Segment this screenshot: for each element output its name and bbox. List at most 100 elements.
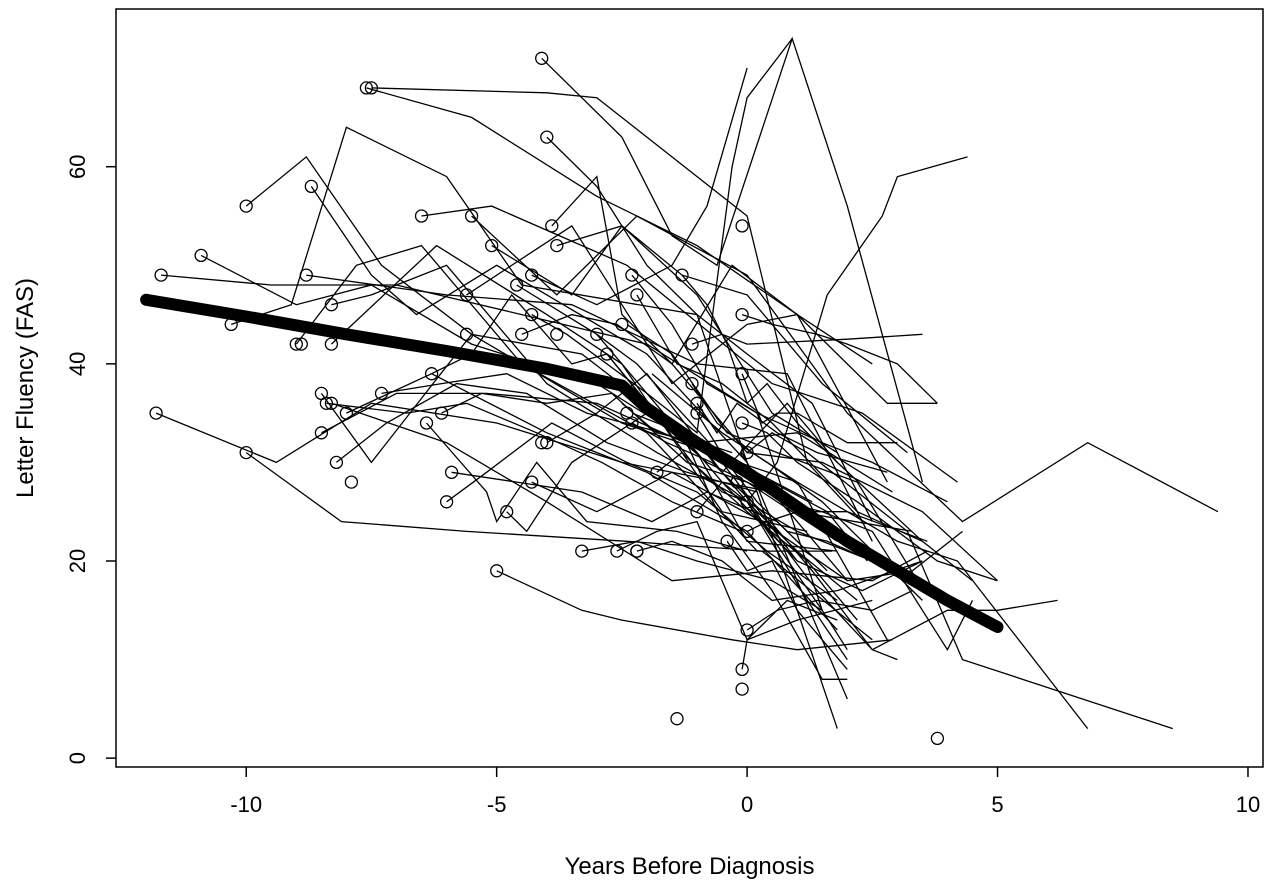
mean-trajectory — [140, 293, 1004, 633]
marker-point-48 — [590, 327, 604, 341]
marker-point-72 — [735, 662, 749, 677]
marker-point-26 — [434, 406, 449, 420]
individual-line-46 — [696, 402, 888, 473]
marker-point-40 — [535, 51, 549, 65]
marker-point-76 — [740, 524, 754, 539]
marker-point-51 — [615, 317, 629, 332]
marker-point-16 — [324, 396, 339, 410]
marker-point-37 — [525, 268, 539, 282]
individual-line-8 — [306, 274, 873, 542]
marker-point-69 — [735, 307, 749, 322]
marker-point-62 — [685, 376, 699, 391]
marker-point-43 — [540, 436, 554, 450]
marker-point-19 — [344, 475, 359, 489]
individual-line-69 — [426, 422, 748, 552]
x-axis-label: Years Before Diagnosis — [565, 853, 815, 880]
marker-point-53 — [625, 268, 639, 282]
individual-line-50 — [741, 313, 938, 404]
individual-line-30 — [546, 372, 973, 582]
individual-line-43 — [681, 274, 838, 463]
individual-line-67 — [451, 471, 828, 572]
marker-point-70 — [735, 367, 749, 381]
marker-point-24 — [419, 416, 434, 430]
individual-line-39 — [626, 323, 918, 582]
marker-point-27 — [439, 495, 454, 509]
marker-point-45 — [550, 238, 564, 253]
individual-line-71 — [326, 402, 743, 532]
individual-line-17 — [366, 87, 938, 404]
marker-point-36 — [515, 327, 529, 341]
marker-point-25 — [424, 367, 439, 381]
individual-line-51 — [741, 373, 898, 444]
individual-line-37 — [631, 274, 948, 503]
marker-point-63 — [690, 396, 704, 410]
x-tick-label-4: 5 — [991, 792, 1003, 817]
marker-point-49 — [600, 347, 614, 361]
x-tick-label-2: -5 — [487, 792, 507, 817]
marker-point-32 — [485, 238, 499, 253]
marker-point-68 — [735, 219, 749, 233]
individual-line-56 — [736, 481, 898, 661]
marker-point-17 — [329, 455, 344, 470]
marker-point-9 — [299, 268, 313, 282]
marker-point-39 — [525, 475, 539, 489]
y-tick-label-3: 40 — [65, 352, 90, 376]
individual-line-55 — [746, 590, 913, 631]
marker-point-1 — [149, 406, 163, 420]
marker-point-23 — [414, 209, 429, 223]
y-tick-label-1: 0 — [65, 752, 90, 764]
marker-point-5 — [239, 199, 253, 213]
marker-point-60 — [675, 268, 689, 282]
marker-point-74 — [740, 445, 754, 460]
marker-point-65 — [690, 505, 704, 519]
marker-point-18 — [339, 406, 354, 420]
marker-point-34 — [500, 505, 514, 519]
marker-point-58 — [650, 465, 664, 479]
individual-line-22 — [541, 36, 924, 483]
marker-point-2 — [154, 268, 168, 282]
x-axis: -10 -5 0 5 10 — [230, 767, 1260, 817]
marker-point-75 — [740, 495, 754, 509]
x-tick-label-3: 0 — [741, 792, 753, 817]
marker-point-6 — [239, 445, 253, 460]
individual-line-26 — [531, 67, 748, 306]
marker-point-13 — [319, 396, 334, 410]
marker-point-50 — [610, 544, 624, 558]
marker-point-31 — [464, 209, 479, 223]
marker-point-78 — [930, 731, 945, 746]
individual-line-19 — [471, 215, 1219, 523]
x-tick-label-5: 10 — [1236, 792, 1260, 817]
marker-point-29 — [459, 288, 474, 302]
marker-point-77 — [740, 623, 754, 637]
marker-point-3 — [194, 248, 208, 263]
marker-point-8 — [294, 337, 308, 351]
y-tick-label-2: 20 — [65, 549, 90, 573]
individual-line-49 — [726, 540, 848, 670]
marker-point-64 — [690, 406, 704, 420]
marker-point-22 — [374, 386, 389, 401]
individual-line-2 — [245, 452, 873, 641]
individual-line-66 — [441, 392, 838, 542]
individual-line-35 — [616, 520, 873, 641]
x-tick-label-1: -10 — [230, 792, 262, 817]
individual-line-16 — [371, 87, 863, 523]
individual-line-59 — [746, 156, 968, 503]
marker-point-35 — [510, 278, 524, 292]
marker-point-66 — [720, 534, 734, 548]
individual-line-12 — [320, 333, 893, 493]
marker-point-59 — [670, 712, 684, 726]
individual-line-57 — [741, 599, 838, 670]
first-observation-markers — [149, 51, 945, 746]
individual-line-18 — [421, 205, 958, 483]
individual-line-36 — [636, 540, 923, 602]
marker-point-41 — [535, 436, 549, 450]
marker-point-7 — [289, 337, 303, 351]
individual-line-15 — [346, 372, 838, 631]
marker-point-12 — [314, 426, 329, 440]
marker-point-30 — [459, 327, 474, 341]
individual-line-68 — [446, 422, 838, 601]
marker-point-38 — [525, 307, 539, 322]
